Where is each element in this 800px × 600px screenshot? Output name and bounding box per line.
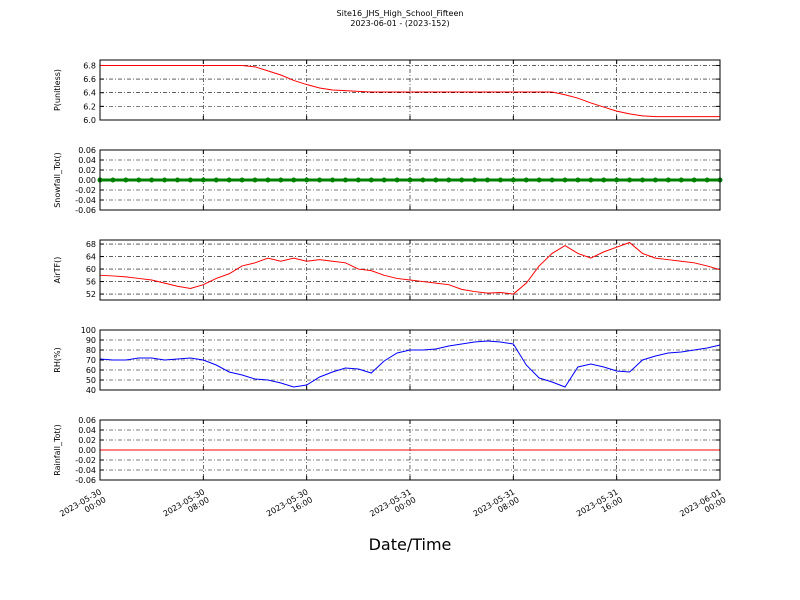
data-point [123,177,129,183]
data-point [226,177,232,183]
y-tick-label: 6.2 [83,102,96,111]
data-point [200,177,206,183]
x-axis-label: Date/Time [369,535,452,554]
data-point [187,177,193,183]
chart-title: Site16_JHS_High_School_Fifteen [337,9,464,18]
y-tick-label: -0.04 [75,196,96,205]
y-axis-label: Rainfall_Tot() [53,424,62,476]
y-tick-label: 64 [86,253,96,262]
data-point [497,177,503,183]
data-point [149,177,155,183]
y-tick-label: -0.04 [75,466,96,475]
y-axis-label: P(unitless) [53,69,62,111]
data-point [523,177,529,183]
data-point [562,177,568,183]
y-tick-label: 6.0 [83,116,96,125]
y-tick-label: -0.06 [75,206,96,215]
y-tick-label: 0.06 [78,146,96,155]
y-tick-label: 6.8 [83,61,96,70]
data-point [433,177,439,183]
y-tick-label: -0.02 [75,186,96,195]
data-point [536,177,542,183]
data-point [446,177,452,183]
y-tick-label: 56 [86,278,96,287]
data-point [355,177,361,183]
plot-frame [99,329,721,391]
data-point [239,177,245,183]
y-tick-label: 0.00 [78,446,96,455]
y-tick-label: 60 [86,366,96,375]
data-point [407,177,413,183]
y-tick-label: 90 [86,336,96,345]
y-tick-label: 0.00 [78,176,96,185]
data-point [549,177,555,183]
data-line [100,64,720,118]
plot-frame [99,59,721,121]
y-axis-label: RH(%) [53,347,62,372]
data-point [136,177,142,183]
data-point [110,177,116,183]
y-tick-label: -0.02 [75,456,96,465]
data-point [162,177,168,183]
y-tick-label: 40 [86,386,96,395]
data-point [342,177,348,183]
data-point [510,177,516,183]
y-tick-label: 100 [81,326,96,335]
data-point [704,177,710,183]
data-point [485,177,490,183]
data-line [99,241,721,295]
plot-frame [99,239,721,301]
data-point [588,177,594,183]
data-point [213,177,219,183]
y-tick-label: 52 [86,290,96,299]
y-tick-label: -0.06 [75,476,96,485]
data-point [330,177,335,183]
data-point [394,177,400,183]
data-point [368,177,374,183]
y-tick-label: 50 [86,376,96,385]
y-tick-label: 68 [86,240,96,249]
data-point [459,177,465,183]
data-point [291,177,297,183]
data-point [691,177,697,183]
data-point [665,177,671,183]
y-tick-label: 0.04 [78,156,96,165]
y-tick-label: 70 [86,356,96,365]
y-tick-label: 0.02 [78,436,96,445]
data-point [472,177,478,183]
y-axis-label: AirTF() [53,257,62,284]
data-point [278,177,284,183]
data-point [640,177,645,183]
y-tick-label: 6.4 [83,89,96,98]
data-point [265,177,271,183]
data-point [317,177,323,183]
y-tick-label: 0.04 [78,426,96,435]
y-tick-label: 0.02 [78,166,96,175]
data-point [575,177,581,183]
data-point [652,177,658,183]
y-axis-label: Snowfall_Tot() [53,152,62,208]
data-point [601,177,607,183]
y-tick-label: 0.06 [78,416,96,425]
y-tick-label: 80 [86,346,96,355]
data-point [381,177,387,183]
chart-subtitle: 2023-06-01 - (2023-152) [350,19,449,28]
data-point [614,177,620,183]
plot-frame [99,149,721,211]
plot-frame [99,419,721,481]
y-tick-label: 6.6 [83,75,96,84]
data-point [678,177,684,183]
data-point [304,177,310,183]
y-tick-label: 60 [86,265,96,274]
data-point [627,177,633,183]
data-point [252,177,258,183]
data-point [175,177,180,183]
data-point [420,177,426,183]
data-line [99,340,721,388]
